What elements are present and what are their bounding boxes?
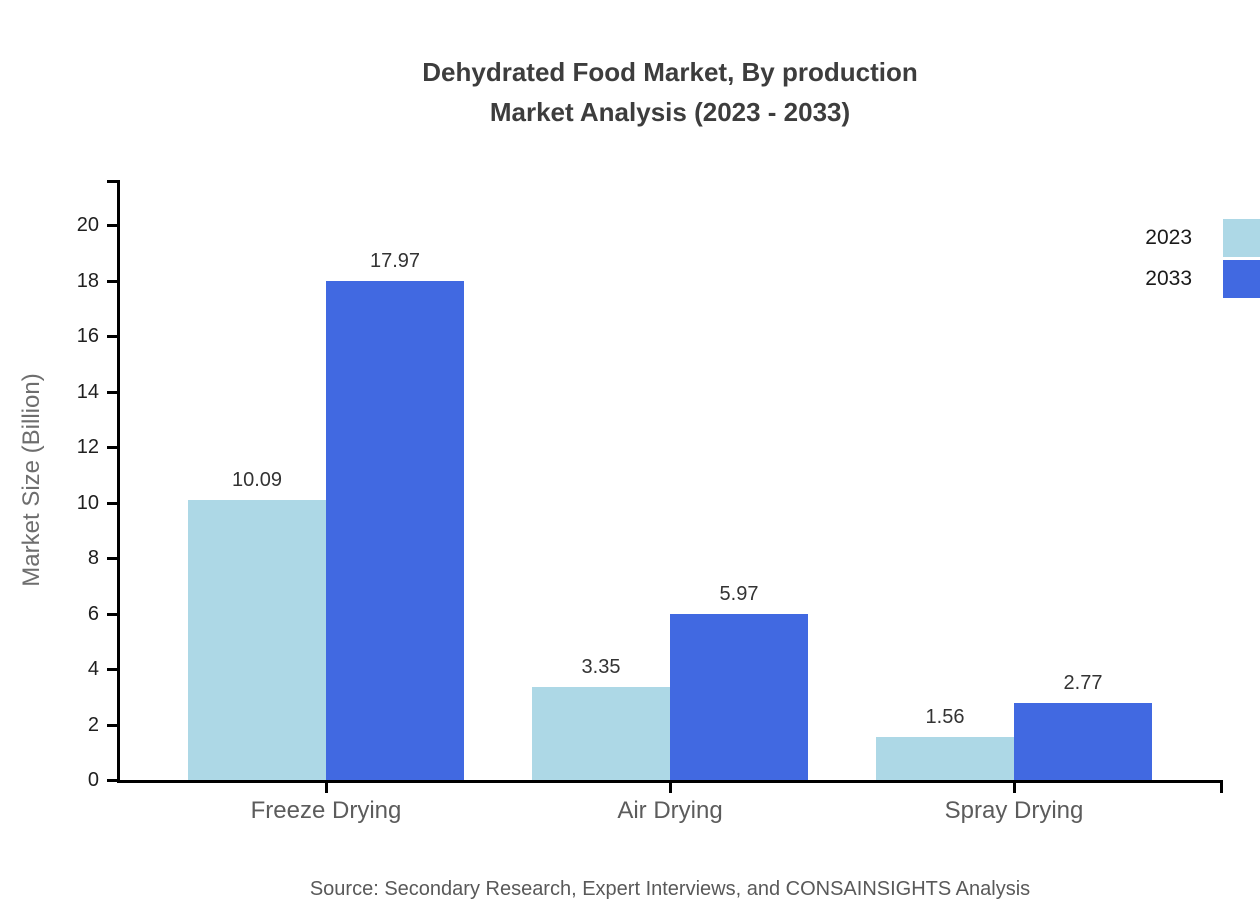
y-axis-tick-label: 4 xyxy=(87,658,99,680)
y-axis-tick-label: 16 xyxy=(76,325,99,347)
y-axis-tick xyxy=(107,502,117,505)
y-axis-tick-label: 6 xyxy=(87,603,99,625)
legend-swatch-2033 xyxy=(1223,260,1260,298)
y-axis-tick xyxy=(107,557,117,560)
chart-title-line-2: Market Analysis (2023 - 2033) xyxy=(489,97,851,127)
y-axis-tick xyxy=(107,224,117,227)
value-label-2023-spray-drying: 1.56 xyxy=(925,706,965,728)
bar-2033-spray-drying xyxy=(1014,703,1152,780)
bar-2023-freeze-drying xyxy=(188,500,326,780)
x-axis-tick xyxy=(325,780,328,793)
y-axis-title: Market Size (Billion) xyxy=(18,373,45,587)
bar-2033-freeze-drying xyxy=(326,281,464,780)
y-axis-tick-label: 10 xyxy=(76,492,99,514)
y-axis-end-cap xyxy=(107,180,117,183)
y-axis-tick xyxy=(107,280,117,283)
x-axis-end-cap xyxy=(1220,780,1223,793)
y-axis-line xyxy=(117,180,120,783)
y-axis-tick-label: 0 xyxy=(87,769,99,791)
y-axis-tick xyxy=(107,724,117,727)
value-label-2023-air-drying: 3.35 xyxy=(581,656,621,678)
legend-swatch-2023 xyxy=(1223,219,1260,257)
bar-2033-air-drying xyxy=(670,614,808,780)
x-axis-category-label-freeze-drying: Freeze Drying xyxy=(250,797,402,824)
y-axis-tick xyxy=(107,446,117,449)
source-note: Source: Secondary Research, Expert Inter… xyxy=(309,878,1031,900)
x-axis-category-label-air-drying: Air Drying xyxy=(617,797,723,824)
value-label-2023-freeze-drying: 10.09 xyxy=(231,469,283,491)
legend-label-2033: 2033 xyxy=(1145,267,1192,290)
value-label-2033-freeze-drying: 17.97 xyxy=(369,250,421,272)
bar-2023-spray-drying xyxy=(876,737,1014,780)
value-label-2033-air-drying: 5.97 xyxy=(719,583,759,605)
y-axis-tick xyxy=(107,335,117,338)
y-axis-tick-label: 14 xyxy=(76,381,99,403)
y-axis-tick-label: 12 xyxy=(76,436,99,458)
legend-label-2023: 2023 xyxy=(1145,226,1192,249)
chart-title: Dehydrated Food Market, By production Ma… xyxy=(80,52,1260,132)
x-axis-category-label-spray-drying: Spray Drying xyxy=(944,797,1084,824)
y-axis-tick-label: 2 xyxy=(87,714,99,736)
y-axis-tick-label: 8 xyxy=(87,547,99,569)
x-axis-tick xyxy=(669,780,672,793)
x-axis-tick xyxy=(1013,780,1016,793)
y-axis-tick xyxy=(107,391,117,394)
chart-title-line-1: Dehydrated Food Market, By production xyxy=(422,57,918,87)
y-axis-tick xyxy=(107,613,117,616)
value-label-2033-spray-drying: 2.77 xyxy=(1063,672,1103,694)
y-axis-tick xyxy=(107,668,117,671)
y-axis-tick-label: 20 xyxy=(76,214,99,236)
y-axis-tick-label: 18 xyxy=(76,270,99,292)
bar-2023-air-drying xyxy=(532,687,670,780)
y-axis-tick xyxy=(107,779,117,782)
